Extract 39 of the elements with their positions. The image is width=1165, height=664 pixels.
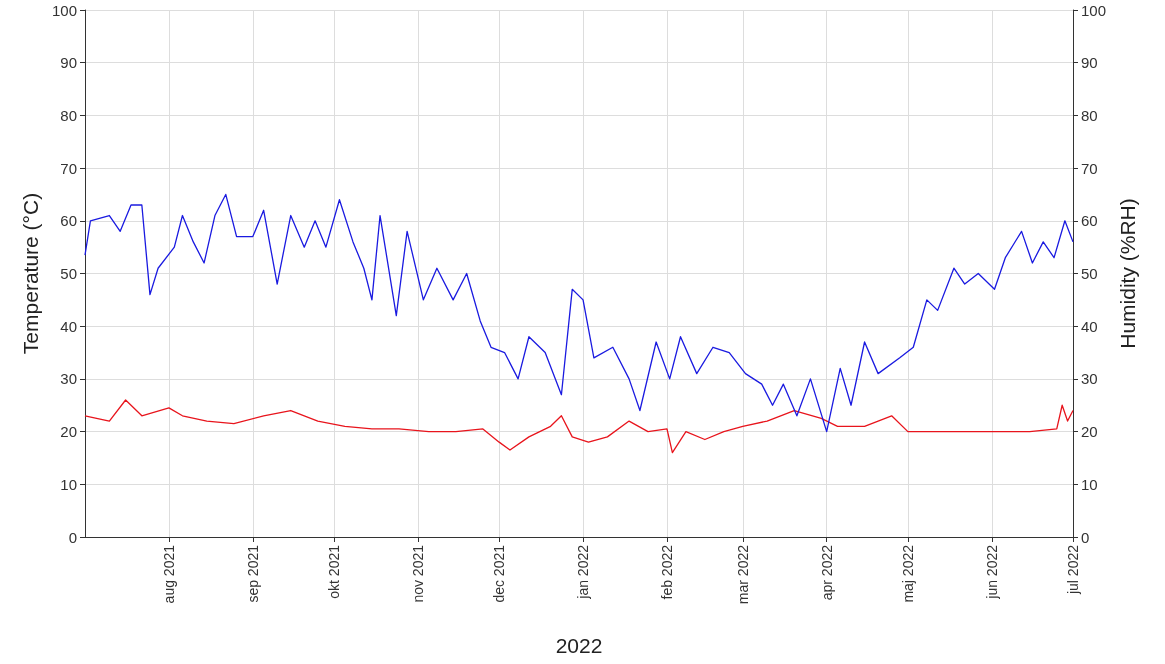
line-series (84, 399, 1074, 454)
y-axis-title: Temperature (°C) (19, 192, 43, 355)
x-tick-label: jan 2022 (575, 544, 592, 600)
y2-tick-label: 80 (1081, 106, 1098, 124)
x-tick-label: sep 2021 (244, 544, 261, 603)
y2-tick-label: 100 (1081, 1, 1107, 19)
x-tick-label: nov 2021 (409, 544, 426, 603)
x-axis-title: 2022 (555, 634, 603, 657)
y2-tick-label: 20 (1081, 423, 1098, 441)
y-tick-label: 20 (60, 423, 77, 441)
y-tick-label: 40 (60, 317, 77, 335)
x-tick-label: apr 2022 (818, 544, 835, 601)
y-tick-label: 0 (68, 528, 77, 546)
x-tick-label: feb 2022 (658, 544, 675, 600)
y-tick-label: 90 (60, 54, 77, 72)
x-tick-label: mar 2022 (734, 544, 751, 605)
y2-tick-label: 10 (1081, 475, 1098, 493)
x-tick-label: jun 2022 (983, 544, 1000, 600)
y2-tick-label: 30 (1081, 370, 1098, 388)
x-tick-label: maj 2022 (899, 544, 916, 603)
x-tick-label: dec 2021 (491, 544, 508, 603)
y2-axis-title: Humidity (%RH) (1115, 198, 1139, 349)
y-tick-label: 60 (60, 212, 77, 230)
y-tick-label: 10 (60, 475, 77, 493)
y-tick-label: 80 (60, 106, 77, 124)
y2-tick-label: 60 (1081, 212, 1098, 230)
x-tick-label: aug 2021 (160, 544, 177, 604)
x-tick-label: okt 2021 (326, 544, 343, 599)
y2-tick-label: 90 (1081, 54, 1098, 72)
y2-tick-label: 40 (1081, 317, 1098, 335)
line-series (84, 193, 1074, 433)
y-tick-label: 100 (51, 1, 77, 19)
y2-tick-label: 50 (1081, 265, 1098, 282)
y2-tick-label: 0 (1081, 528, 1090, 546)
y-tick-label: 70 (60, 159, 77, 177)
y-tick-label: 30 (60, 370, 77, 388)
x-tick-label: jul 2022 (1065, 544, 1081, 596)
y2-tick-label: 70 (1081, 159, 1098, 177)
y-tick-label: 50 (60, 265, 77, 282)
